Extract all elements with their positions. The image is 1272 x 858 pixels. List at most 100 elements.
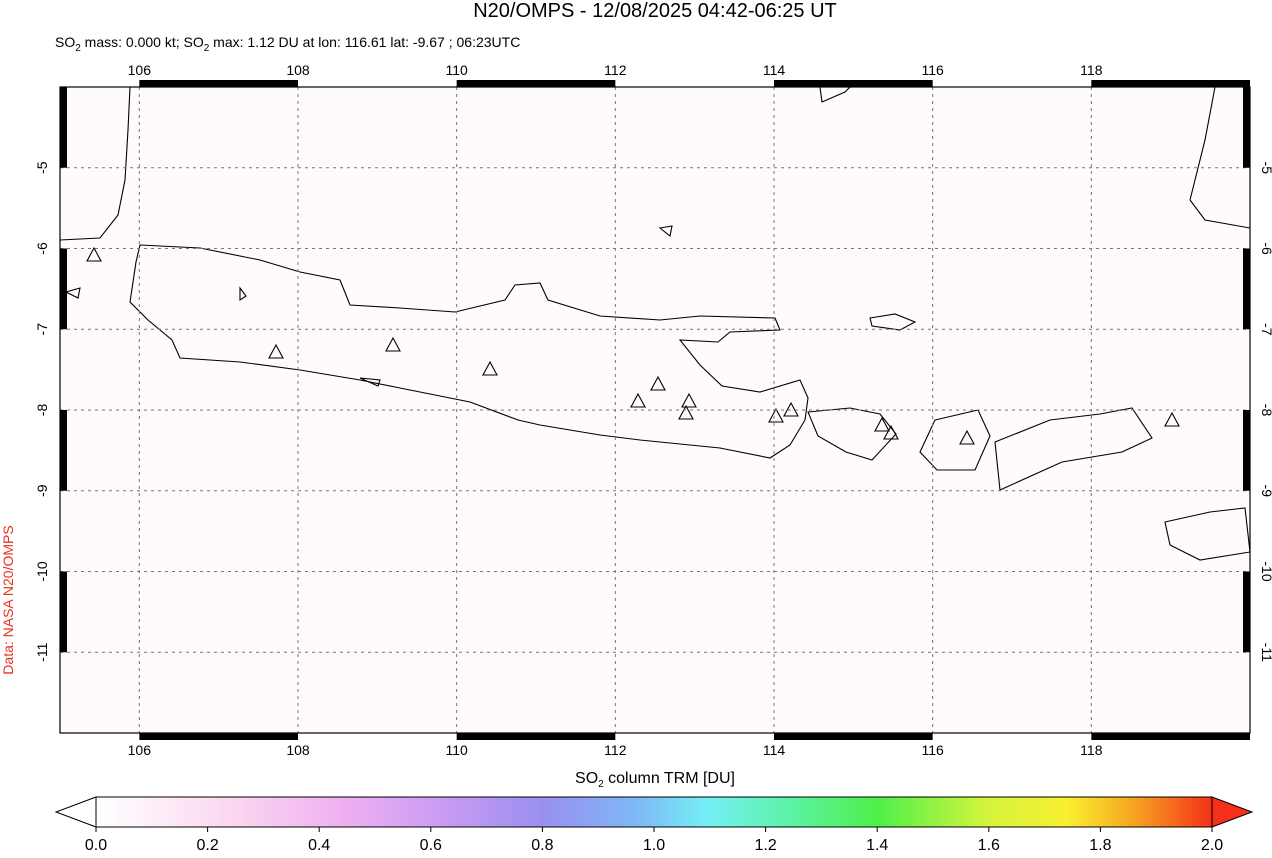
colorbar: SO2 column TRM [DU] 0.0 0.2 0.4 0.6 0.8 1.0 1.… xyxy=(54,770,1254,854)
lat-tick-label: -6 xyxy=(34,242,50,255)
lon-tick-label: 106 xyxy=(128,62,152,78)
coastline xyxy=(64,225,673,387)
lat-tick-label: -11 xyxy=(34,642,50,661)
subscript: 2 xyxy=(204,43,210,54)
lon-tick-label: 118 xyxy=(1080,742,1103,758)
lat-tick-label: -10 xyxy=(34,561,50,581)
volcano xyxy=(678,404,694,420)
title: N20/OMPS - 12/08/2025 04:42-06:25 UT xyxy=(473,0,837,22)
colorbar-under-arrow xyxy=(54,796,97,828)
colorbar-tick-label: 0.4 xyxy=(308,837,330,853)
colorbar-tick-label: 0.8 xyxy=(531,837,553,853)
frame-band xyxy=(60,87,67,168)
coastline xyxy=(994,407,1153,491)
lon-tick-label: 110 xyxy=(446,742,469,758)
colorbar-gradient xyxy=(96,797,1212,827)
volcano xyxy=(268,343,284,359)
colorbar-tick-label: 1.2 xyxy=(754,837,776,853)
lat-tick-label: -10 xyxy=(1259,561,1272,581)
colorbar-over-arrow xyxy=(1211,796,1254,828)
colorbar-tick-label: 1.6 xyxy=(978,837,1000,853)
lat-tick-label: -9 xyxy=(1259,485,1272,498)
text-part: SO xyxy=(55,34,75,50)
frame-band xyxy=(1091,80,1250,87)
coastline xyxy=(1164,507,1250,561)
volcano xyxy=(385,336,401,352)
colorbar-tick-label: 0.0 xyxy=(85,837,107,853)
frame-band xyxy=(1243,248,1250,330)
lat-tick-label: -5 xyxy=(34,161,50,174)
text-part: SO xyxy=(575,770,598,787)
subscript: 2 xyxy=(598,779,604,790)
volcano xyxy=(650,375,666,391)
map-area xyxy=(59,80,1251,740)
coastline xyxy=(807,407,897,461)
lat-tick-label: -5 xyxy=(1259,162,1272,175)
map-frame xyxy=(60,80,1250,740)
lon-tick-label: 116 xyxy=(922,742,945,758)
colorbar-label: SO2 column TRM [DU] xyxy=(575,770,735,790)
coastline xyxy=(819,87,851,103)
volcano xyxy=(681,392,697,408)
lon-tick-label: 114 xyxy=(763,742,786,758)
subscript: 2 xyxy=(75,43,81,54)
land xyxy=(60,87,1250,561)
lon-tick-label: 108 xyxy=(286,742,310,758)
frame-band xyxy=(456,80,616,87)
text-part: column TRM [DU] xyxy=(604,770,735,787)
volcano xyxy=(874,416,890,432)
volcano xyxy=(768,407,784,423)
lat-tick-label: -7 xyxy=(1259,323,1272,336)
frame-band xyxy=(774,80,933,87)
lat-tick-label: -8 xyxy=(34,404,50,417)
lon-tick-label: 106 xyxy=(128,742,152,758)
lon-tick-label: 110 xyxy=(446,62,469,78)
lat-tick-label: -6 xyxy=(1259,242,1272,255)
text-part: mass: 0.000 kt; SO xyxy=(81,34,204,50)
lon-tick-label: 108 xyxy=(286,62,310,78)
lat-tick-label: -9 xyxy=(34,484,50,497)
coastline xyxy=(869,313,917,331)
volcano xyxy=(883,424,899,440)
volcano xyxy=(630,392,646,408)
frame-band xyxy=(139,80,298,87)
lon-tick-label: 112 xyxy=(604,62,627,78)
volcanoes xyxy=(86,246,1180,445)
colorbar-tick-label: 1.0 xyxy=(643,837,665,853)
frame-band xyxy=(774,733,933,740)
volcano xyxy=(86,246,102,262)
subtitle: SO2 mass: 0.000 kt; SO2 max: 1.12 DU at … xyxy=(55,34,520,54)
frame-band xyxy=(60,248,67,330)
frame-band xyxy=(139,733,298,740)
colorbar-tick-label: 2.0 xyxy=(1201,837,1223,853)
lon-tick-label: 116 xyxy=(922,62,945,78)
frame-band xyxy=(1243,410,1250,491)
credit: Data: NASA N20/OMPS xyxy=(0,525,16,674)
lon-tick-label: 114 xyxy=(763,62,786,78)
coastline xyxy=(129,244,809,459)
lat-tick-label: -7 xyxy=(34,323,50,336)
coastline xyxy=(60,87,131,241)
frame-band xyxy=(1243,87,1250,168)
lon-tick-label: 118 xyxy=(1080,62,1103,78)
graticule xyxy=(60,87,1250,733)
lon-tick-label: 112 xyxy=(604,742,627,758)
colorbar-tick-label: 1.8 xyxy=(1089,837,1111,853)
frame-band xyxy=(60,410,67,491)
volcano xyxy=(482,360,498,376)
frame-band xyxy=(456,733,616,740)
lat-tick-label: -8 xyxy=(1259,404,1272,417)
colorbar-tick-label: 0.2 xyxy=(196,837,218,853)
colorbar-tick-label: 0.6 xyxy=(420,837,442,853)
text-part: max: 1.12 DU at lon: 116.61 lat: -9.67 ;… xyxy=(209,34,520,50)
colorbar-tick-label: 1.4 xyxy=(866,837,888,853)
frame-band xyxy=(60,571,67,653)
volcano xyxy=(783,401,799,417)
frame-band xyxy=(1243,571,1250,653)
lat-tick-label: -11 xyxy=(1259,643,1272,662)
volcano xyxy=(959,429,975,445)
frame-band xyxy=(1091,733,1250,740)
coastline xyxy=(1189,87,1250,229)
map-border xyxy=(59,86,1251,734)
